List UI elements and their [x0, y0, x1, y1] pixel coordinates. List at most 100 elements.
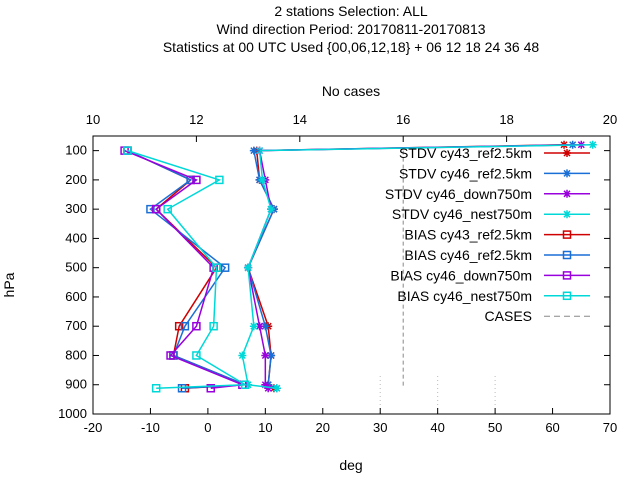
- x2-tick-label: 12: [189, 112, 203, 127]
- data-point: [180, 321, 190, 331]
- x2-tick-label: 14: [293, 112, 307, 127]
- legend-item: STDV cy46_ref2.5km: [399, 165, 590, 181]
- x2-tick-label: 20: [603, 112, 617, 127]
- legend-label: BIAS cy46_ref2.5km: [404, 247, 532, 263]
- x-tick-label: 40: [430, 420, 444, 435]
- y-tick-label: 1000: [58, 406, 87, 421]
- data-point: [267, 351, 276, 360]
- data-point: [261, 322, 270, 331]
- data-point: [272, 384, 281, 393]
- legend-item: BIAS cy46_down750m: [390, 267, 590, 283]
- data-point: [215, 175, 224, 185]
- data-point: [563, 169, 571, 178]
- data-point: [206, 383, 216, 393]
- series-layer: [120, 140, 597, 393]
- data-point: [174, 321, 184, 331]
- series-line: [127, 149, 246, 389]
- data-point: [192, 175, 201, 185]
- legend-label: BIAS cy46_down750m: [390, 267, 532, 283]
- series-line: [247, 150, 278, 389]
- y-tick-label: 700: [65, 318, 87, 333]
- x2-axis-label: No cases: [322, 83, 380, 99]
- y-tick-label: 600: [65, 289, 87, 304]
- title-line: Statistics at 00 UTC Used {00,06,12,18} …: [163, 39, 540, 55]
- series-bias-cy46-down750m: [120, 146, 247, 393]
- data-point: [258, 175, 267, 184]
- x-axis-label: deg: [339, 457, 362, 473]
- legend-item: CASES: [485, 308, 590, 324]
- legend-label: STDV cy46_nest750m: [392, 206, 532, 222]
- y-tick-label: 400: [65, 230, 87, 245]
- x-tick-label: -10: [141, 420, 160, 435]
- data-point: [123, 146, 132, 155]
- y-axis-label: hPa: [1, 272, 17, 297]
- x-tick-label: 10: [258, 420, 272, 435]
- data-point: [264, 384, 273, 393]
- plot-frame: [92, 135, 611, 415]
- title-line: Wind direction Period: 20170811-20170813: [216, 21, 485, 37]
- legend-label: CASES: [485, 308, 532, 324]
- x-tick-label: 70: [603, 420, 617, 435]
- data-point: [146, 204, 155, 214]
- x-tick-label: -20: [84, 420, 103, 435]
- data-point: [240, 380, 250, 389]
- series-line: [127, 149, 246, 389]
- data-point: [212, 263, 221, 272]
- data-point: [192, 351, 201, 360]
- legend-item: STDV cy46_down750m: [385, 186, 590, 202]
- legend-label: STDV cy43_ref2.5km: [399, 145, 532, 161]
- y-tick-label: 300: [65, 201, 87, 216]
- data-point: [209, 321, 218, 331]
- legend-item: STDV cy43_ref2.5km: [399, 145, 590, 161]
- x-tick-label: 20: [316, 420, 330, 435]
- data-point: [166, 351, 175, 360]
- data-point: [563, 149, 571, 157]
- data-point: [261, 380, 270, 389]
- data-point: [249, 146, 258, 155]
- data-point: [563, 189, 571, 198]
- series-line: [127, 149, 248, 389]
- y-tick-label: 100: [65, 143, 87, 158]
- x2-tick-label: 16: [396, 112, 410, 127]
- data-point: [163, 204, 172, 214]
- data-point: [192, 321, 201, 331]
- legend-item: BIAS cy43_ref2.5km: [404, 227, 590, 243]
- data-point: [261, 351, 270, 360]
- y-tick-label: 200: [65, 172, 87, 187]
- data-point: [177, 383, 187, 393]
- legend: STDV cy43_ref2.5km STDV cy46_ref2.5km STDV…: [385, 145, 590, 324]
- data-point: [562, 230, 572, 239]
- data-point: [249, 322, 258, 331]
- data-point: [563, 210, 571, 219]
- x-tick-label: 50: [488, 420, 502, 435]
- data-point: [238, 351, 247, 360]
- series-bias-cy46-ref2-5km: [123, 146, 250, 393]
- data-point: [255, 322, 264, 331]
- legend-label: STDV cy46_down750m: [385, 186, 532, 202]
- legend-item: BIAS cy46_nest750m: [397, 288, 590, 304]
- x2-tick-label: 10: [86, 112, 100, 127]
- data-point: [220, 263, 230, 272]
- data-point: [151, 383, 161, 393]
- y-tick-label: 800: [65, 347, 87, 362]
- legend-label: STDV cy46_ref2.5km: [399, 165, 532, 181]
- spike-segment: [259, 144, 593, 152]
- spike-line: [259, 140, 597, 152]
- y-tick-label: 900: [65, 377, 87, 392]
- data-point: [151, 204, 161, 214]
- chart-titles: 2 stations Selection: ALL Wind direction …: [163, 3, 540, 55]
- data-point: [267, 205, 276, 214]
- data-point: [562, 271, 572, 280]
- y-tick-label: 500: [65, 260, 87, 275]
- title-line: 2 stations Selection: ALL: [274, 3, 428, 19]
- legend-item: BIAS cy46_ref2.5km: [404, 247, 590, 263]
- x-tick-label: 60: [545, 420, 559, 435]
- series-line: [247, 150, 272, 389]
- legend-item: STDV cy46_nest750m: [392, 206, 590, 222]
- data-point: [562, 291, 572, 301]
- x-tick-label: 30: [373, 420, 387, 435]
- series-line: [241, 150, 277, 389]
- axes: -20 -10 0 10 20 30 40 50 60 70 10 12 14 16 18 20 100 200 3…: [58, 112, 617, 435]
- data-point: [562, 250, 572, 260]
